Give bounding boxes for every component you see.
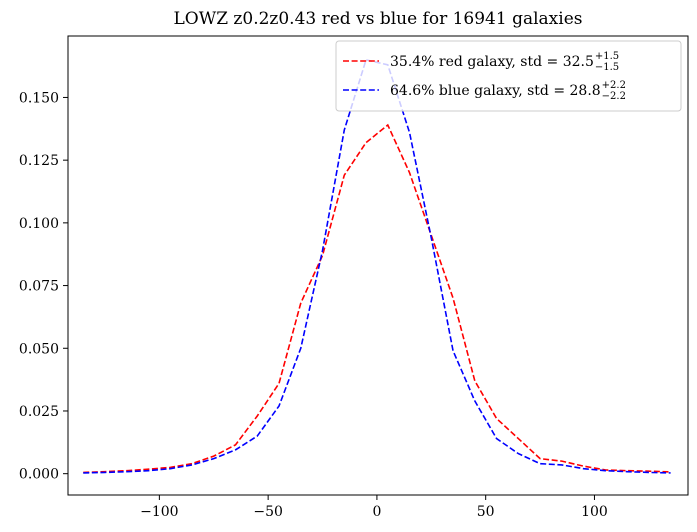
- plot-frame: [67, 35, 689, 496]
- legend-error-lower: −1.5: [595, 62, 619, 73]
- y-tick-label: 0.125: [19, 153, 59, 169]
- plot-area: [68, 36, 688, 495]
- series-line-red: [83, 123, 671, 474]
- y-tick-label: 0.025: [19, 404, 59, 420]
- legend-label: 35.4% red galaxy, std = 32.5: [390, 54, 594, 70]
- x-axis: −100 −50 0 50 100: [140, 495, 608, 520]
- legend-error-upper: +2.2: [602, 80, 626, 91]
- legend: 35.4% red galaxy, std = 32.5 +1.5−1.5 64.6…: [335, 40, 682, 112]
- legend-box: [335, 40, 682, 112]
- x-tick-label: 0: [372, 504, 381, 520]
- x-tick-label: −100: [140, 504, 178, 520]
- x-tick-label: −50: [253, 504, 283, 520]
- legend-error-upper: +1.5: [595, 51, 619, 62]
- y-tick-label: 0.150: [19, 90, 59, 106]
- x-tick-label: 100: [581, 504, 608, 520]
- y-tick-label: 0.075: [19, 279, 59, 295]
- y-axis: 0.000 0.025 0.050 0.075 0.100 0.125 0.150: [19, 90, 68, 483]
- x-tick-label: 50: [477, 504, 495, 520]
- legend-error-lower: −2.2: [602, 91, 626, 102]
- chart-title: LOWZ z0.2z0.43 red vs blue for 16941 gal…: [174, 9, 583, 29]
- y-tick-label: 0.100: [19, 216, 59, 232]
- y-tick-label: 0.000: [19, 467, 59, 483]
- y-tick-label: 0.050: [19, 341, 59, 357]
- legend-label: 64.6% blue galaxy, std = 28.8: [390, 83, 601, 99]
